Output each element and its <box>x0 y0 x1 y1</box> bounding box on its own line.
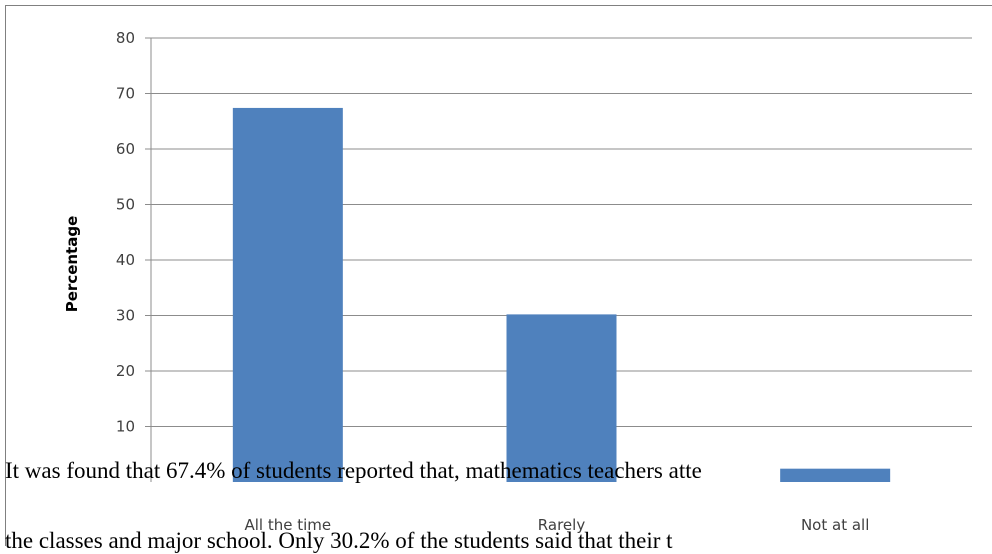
y-tick-labels: 10 20 30 40 50 60 70 80 <box>116 29 135 436</box>
chart-frame: 10 20 30 40 50 60 70 80 All the time Rarely Not a… <box>5 5 992 546</box>
bar-rarely <box>506 314 617 482</box>
y-tick-label-10: 10 <box>116 418 135 436</box>
y-tick-label-30: 30 <box>116 307 135 325</box>
bar-chart: 10 20 30 40 50 60 70 80 All the time Rarely Not a… <box>63 29 972 534</box>
body-text-line-1: It was found that 67.4% of students repo… <box>5 458 702 483</box>
body-text-line-2: the classes and major school. Only 30.2%… <box>5 528 673 553</box>
x-category-label-2: Rarely <box>538 516 586 534</box>
y-tick-label-60: 60 <box>116 140 135 158</box>
y-tick-label-40: 40 <box>116 251 135 269</box>
y-tick-label-20: 20 <box>116 362 135 380</box>
bar-not-at-all <box>780 468 891 482</box>
y-axis-label: Percentage <box>63 216 81 313</box>
x-category-labels: All the time Rarely Not at all <box>245 516 870 534</box>
y-tick-label-50: 50 <box>116 196 135 214</box>
x-category-label-3: Not at all <box>801 516 869 534</box>
axes <box>145 37 152 482</box>
bar-all-the-time <box>232 107 343 483</box>
bars <box>232 107 891 483</box>
y-tick-label-80: 80 <box>116 29 135 47</box>
x-category-label-1: All the time <box>245 516 332 534</box>
y-tick-label-70: 70 <box>116 85 135 103</box>
